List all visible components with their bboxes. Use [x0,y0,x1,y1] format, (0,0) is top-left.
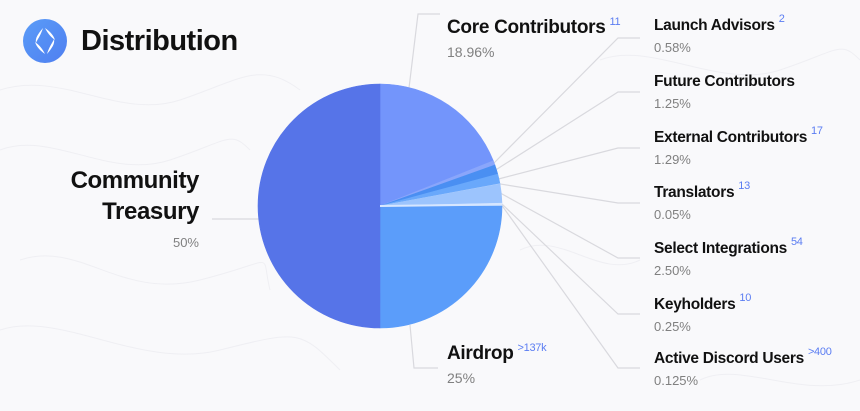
pie-slice-airdrop [379,205,503,329]
active-discord-users-count: >400 [807,346,832,358]
label-launch-advisors: Launch Advisors 2 0.58% [654,13,785,55]
label-active-discord-users: Active Discord Users >400 0.125% [654,346,832,388]
launch-advisors-name: Launch Advisors [654,17,775,34]
community-treasury-line1: Community [70,167,200,194]
page-title: Distribution [81,24,238,57]
leader-line-airdrop [409,324,438,369]
airdrop-count: >137k [517,342,547,354]
community-treasury-name: Community Treasury [69,166,200,227]
future-contributors-pct: 1.25% [654,96,691,111]
community-treasury-pct: 50% [172,235,199,251]
external-contributors-pct: 1.29% [654,152,691,167]
label-translators: Translators 13 0.05% [654,180,750,222]
pie-slice-core-contributors [379,83,494,207]
community-treasury-line2: Treasury [102,197,199,225]
leader-line [501,205,640,369]
launch-advisors-count: 2 [778,13,785,25]
active-discord-users-name: Active Discord Users [654,350,804,367]
leader-line-core-contributors [408,13,440,89]
airdrop-name: Airdrop [447,343,514,364]
active-discord-users-pct: 0.125% [654,373,699,388]
label-future-contributors: Future Contributors 1.25% [654,73,799,111]
core-contributors-name: Core Contributors [447,17,606,38]
label-select-integrations: Select Integrations 54 2.50% [654,236,803,278]
leader-line [499,183,640,204]
select-integrations-pct: 2.50% [654,263,691,278]
slice-separator [379,203,503,207]
launch-advisors-pct: 0.58% [654,40,691,55]
label-core-contributors: Core Contributors 11 18.96% [447,16,621,60]
select-integrations-count: 54 [790,236,803,248]
leader-line [498,147,640,180]
keyholders-pct: 0.25% [654,319,691,334]
keyholders-name: Keyholders [654,296,736,313]
select-integrations-name: Select Integrations [654,240,787,257]
label-keyholders: Keyholders 10 0.25% [654,292,751,334]
core-contributors-pct: 18.96% [447,44,495,60]
header: Distribution [23,19,238,63]
future-contributors-name: Future Contributors [654,73,795,90]
keyholders-count: 10 [739,292,752,304]
leader-line [493,37,640,164]
airdrop-pct: 25% [447,370,476,386]
external-contributors-name: External Contributors [654,129,808,146]
label-community-treasury: Community Treasury 50% [69,166,200,251]
leader-line [501,193,640,259]
core-contributors-count: 11 [609,16,621,28]
external-contributors-count: 17 [811,125,823,137]
leader-line [501,203,640,315]
label-external-contributors: External Contributors 17 1.29% [654,125,823,167]
pie-slice-community-treasury [257,83,381,329]
label-airdrop: Airdrop >137k 25% [447,342,547,386]
translators-pct: 0.05% [654,207,691,222]
leader-line [496,91,640,171]
translators-count: 13 [738,180,750,192]
ens-logo-icon [23,19,67,63]
translators-name: Translators [654,184,735,201]
